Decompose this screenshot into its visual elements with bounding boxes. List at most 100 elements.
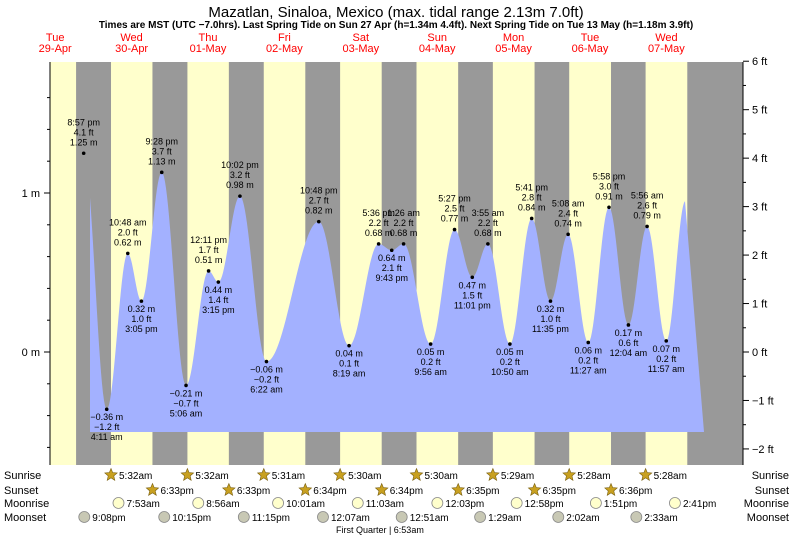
- tide-label: 0.98 m: [226, 180, 254, 190]
- tide-point: [125, 251, 130, 256]
- tide-point: [626, 323, 631, 327]
- sun-star-icon: [104, 467, 118, 481]
- tide-label: 1.25 m: [70, 137, 98, 147]
- moonrise-time: 8:56am: [206, 499, 239, 510]
- tide-point: [264, 359, 269, 364]
- tide-label: 0.17 m: [615, 328, 643, 338]
- moonset-icon: [474, 511, 487, 523]
- tide-point: [159, 170, 164, 175]
- tide-point: [238, 194, 242, 198]
- tide-point: [316, 219, 321, 224]
- moonrise-icon: [272, 497, 284, 509]
- tide-height-area: [90, 172, 704, 432]
- tide-label: 1.0 ft: [540, 314, 561, 324]
- sun-star-icon: [604, 482, 618, 496]
- moonset-row-label-left: Moonset: [4, 512, 46, 524]
- moonset-time: 12:07am: [331, 513, 370, 524]
- moonrise-icon: [431, 497, 444, 509]
- sunset-row-label-right: Sunset: [755, 485, 789, 497]
- tide-label: 0.05 m: [496, 347, 524, 357]
- tide-area: [90, 172, 704, 432]
- sun-star-icon: [145, 482, 160, 496]
- right-tick-label: 5 ft: [752, 105, 767, 117]
- left-axis: 1 m 0 m: [22, 62, 51, 465]
- tide-label: −0.06 m: [250, 365, 283, 375]
- tide-label: 1.7 ft: [199, 245, 220, 255]
- tide-label: 8:19 am: [333, 369, 366, 379]
- tide-point: [216, 280, 221, 284]
- tide-point: [664, 339, 669, 343]
- tide-label: 0.05 m: [417, 347, 445, 357]
- day-date: 03-May: [342, 43, 379, 55]
- moonset-time: 9:08pm: [92, 513, 125, 524]
- sunrise-row-label-right: Sunrise: [752, 470, 789, 482]
- tide-label: 11:57 am: [648, 364, 685, 374]
- day-weekday: Wed: [120, 32, 142, 44]
- moonrise-time: 2:41pm: [683, 499, 716, 510]
- day-weekday: Sat: [353, 32, 370, 44]
- right-tick-label: 2 ft: [752, 250, 767, 262]
- tide-label: 3.0 ft: [599, 181, 620, 191]
- tide-label: 10:50 am: [491, 367, 529, 377]
- tide-point: [376, 242, 381, 246]
- sunrise-time: 5:28am: [577, 471, 610, 482]
- sunset-time: 6:35pm: [543, 486, 576, 497]
- sun-star-icon: [409, 467, 424, 481]
- moonrise-time: 7:53am: [126, 499, 159, 510]
- tide-label: 6:22 am: [250, 385, 283, 395]
- tide-label: 0.07 m: [652, 344, 680, 354]
- moonset-row-label-right: Moonset: [747, 512, 789, 524]
- tide-point: [566, 232, 570, 237]
- moonrise-row-label-left: Moonrise: [4, 498, 49, 510]
- moonset-icon: [317, 511, 329, 523]
- moonset-time: 1:29am: [488, 513, 521, 524]
- tide-label: 4:11 am: [91, 432, 123, 442]
- day-date: 30-Apr: [115, 43, 148, 55]
- sun-star-icon: [374, 482, 389, 496]
- sunset-time: 6:34pm: [390, 486, 423, 497]
- tide-label: 8:57 pm: [67, 117, 100, 127]
- day-headers: Tue29-AprWed30-AprThu01-MayFri02-MaySat0…: [39, 32, 686, 55]
- tide-label: 4.1 ft: [74, 127, 95, 137]
- sunrise-time: 5:28am: [654, 471, 687, 482]
- tide-label: 12:04 am: [610, 348, 648, 358]
- tide-label: 0.06 m: [574, 345, 602, 355]
- moonrise-row-label-right: Moonrise: [744, 498, 789, 510]
- tide-label: 0.84 m: [518, 202, 546, 212]
- tide-label: 2.8 ft: [522, 192, 543, 202]
- tide-label: 5:36 pm: [362, 208, 395, 218]
- sun-star-icon: [333, 467, 348, 481]
- tide-label: 2.2 ft: [369, 218, 390, 228]
- tide-label: 2.2 ft: [394, 218, 415, 228]
- tide-point: [470, 275, 475, 280]
- tide-point: [347, 343, 351, 348]
- day-weekday: Tue: [581, 32, 600, 44]
- moonset-time: 12:51am: [410, 513, 449, 524]
- tide-label: −1.2 ft: [94, 422, 120, 432]
- tide-label: 0.68 m: [390, 228, 418, 238]
- sunrise-time: 5:32am: [195, 471, 228, 482]
- tide-label: 10:02 pm: [221, 160, 259, 170]
- moonrise-icon: [589, 497, 602, 509]
- day-weekday: Sun: [427, 32, 447, 44]
- tide-label: 2.0 ft: [118, 227, 139, 237]
- sunrise-time: 5:30am: [348, 471, 381, 482]
- tide-labels: 8:57 pm4.1 ft1.25 m −0.36 m−1.2 ft4:11 am…: [67, 117, 684, 442]
- left-tick-label: 1 m: [22, 188, 40, 200]
- tide-point: [184, 383, 188, 388]
- tide-label: 11:27 am: [570, 365, 607, 375]
- tide-label: 10:48 am: [109, 217, 147, 227]
- tide-label: 0.64 m: [378, 253, 406, 263]
- sunrise-row-label-left: Sunrise: [4, 470, 41, 482]
- tide-label: 9:43 pm: [375, 273, 408, 283]
- tide-label: 5:27 pm: [438, 194, 471, 204]
- tide-point: [139, 299, 144, 303]
- day-date: 02-May: [266, 43, 303, 55]
- right-tick-label: 4 ft: [752, 153, 767, 165]
- sun-star-icon: [180, 467, 195, 481]
- tide-label: −0.2 ft: [254, 375, 280, 385]
- moonset-icon: [395, 511, 408, 523]
- tide-label: 2.2 ft: [478, 218, 499, 228]
- day-weekday: Fri: [278, 32, 291, 44]
